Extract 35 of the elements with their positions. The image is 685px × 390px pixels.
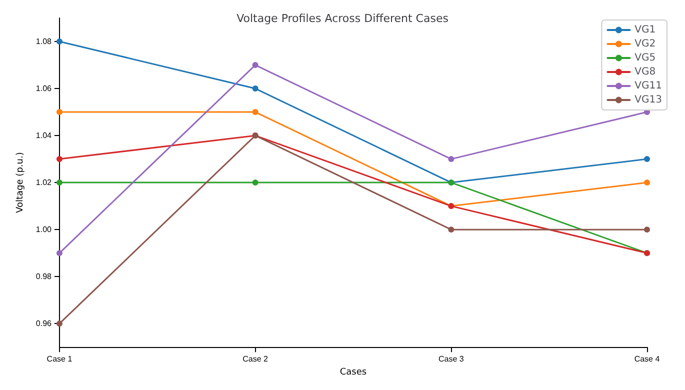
legend-label: VG5: [634, 52, 656, 64]
y-tick-label: 1.08: [36, 37, 52, 46]
point: [448, 156, 454, 162]
point: [644, 156, 650, 162]
point: [448, 226, 454, 233]
x-tick-label: Case 4: [634, 354, 660, 364]
x-tick-label: Case 3: [438, 354, 464, 364]
legend-label: VG1: [634, 24, 656, 36]
point: [56, 250, 62, 256]
x-tick-label: Case 1: [46, 354, 73, 364]
y-tick-label: 0.98: [36, 272, 52, 282]
point: [56, 38, 62, 45]
point: [252, 86, 258, 92]
y-tick-label: 0.96: [36, 319, 52, 328]
x-tick-label: Case 2: [242, 354, 269, 364]
legend-label: VG11: [634, 80, 662, 92]
point: [56, 320, 62, 327]
chart-title: Voltage Profiles Across Different Cases: [236, 12, 449, 25]
y-tick-label: 1.06: [36, 84, 52, 94]
y-tick-label: 1.02: [36, 178, 52, 188]
legend-label: VG13: [634, 94, 662, 106]
point: [252, 109, 258, 116]
point: [56, 156, 62, 162]
point: [252, 62, 258, 68]
point: [644, 226, 650, 233]
y-tick-label: 1.00: [36, 225, 52, 234]
x-axis-title: Cases: [340, 368, 367, 378]
legend-label: VG8: [634, 66, 656, 78]
point: [56, 180, 62, 186]
legend-label: VG2: [634, 38, 656, 50]
point: [252, 180, 258, 186]
y-axis-title: Voltage (p.u.): [16, 152, 26, 213]
y-tick-label: 1.04: [36, 131, 52, 140]
point: [56, 109, 62, 116]
point: [644, 180, 650, 186]
